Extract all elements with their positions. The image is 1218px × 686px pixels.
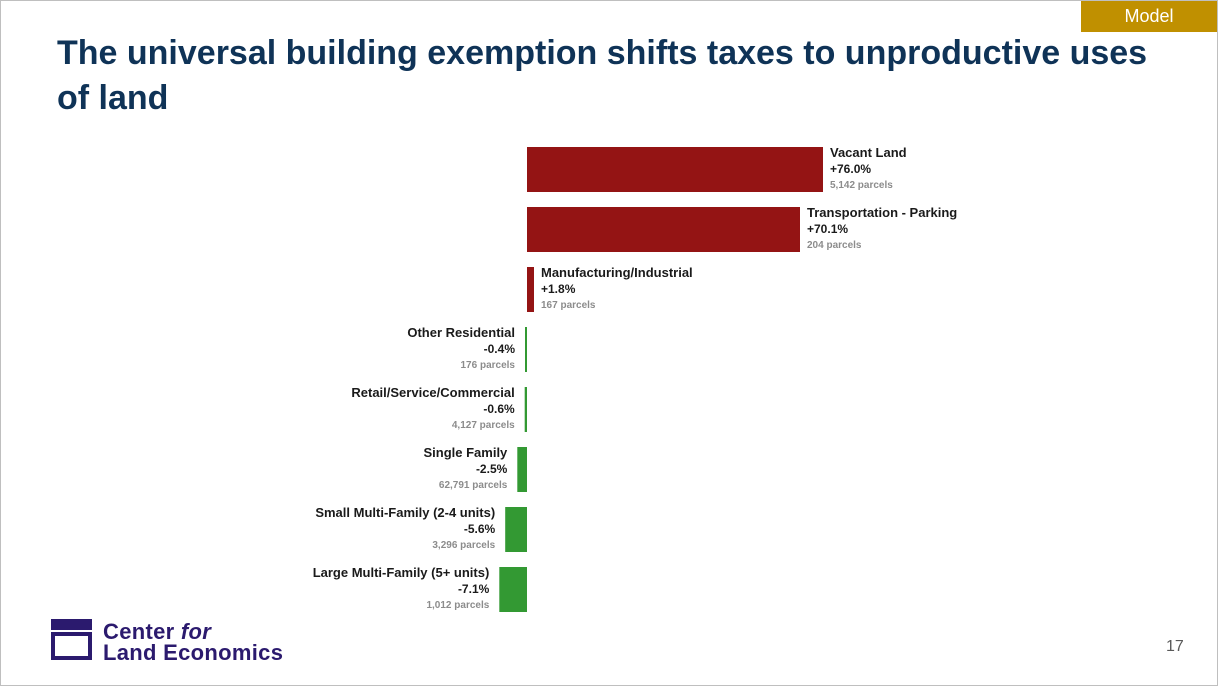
bar-5 <box>517 447 527 492</box>
category-label: Retail/Service/Commercial <box>351 385 514 400</box>
parcel-count-label: 176 parcels <box>461 360 516 371</box>
logo-mark-icon <box>51 619 92 660</box>
center-for-land-economics-logo: Center for Land Economics <box>50 618 310 668</box>
logo-line1: Center <box>103 619 181 644</box>
category-label: Other Residential <box>407 325 515 340</box>
value-label: +70.1% <box>807 222 848 236</box>
logo-text: Center for Land Economics <box>103 619 284 665</box>
category-label: Large Multi-Family (5+ units) <box>313 565 490 580</box>
logo-line1-italic: for <box>180 619 212 644</box>
value-label: -0.6% <box>483 402 515 416</box>
bar-1 <box>527 207 800 252</box>
parcel-count-label: 62,791 parcels <box>439 480 508 491</box>
category-label: Transportation - Parking <box>807 205 957 220</box>
category-label: Small Multi-Family (2-4 units) <box>315 505 495 520</box>
page-number: 17 <box>1166 638 1184 655</box>
category-label: Vacant Land <box>830 145 907 160</box>
parcel-count-label: 204 parcels <box>807 240 862 251</box>
category-label: Manufacturing/Industrial <box>541 265 693 280</box>
logo-line2: Land Economics <box>103 640 284 665</box>
slide-title: The universal building exemption shifts … <box>57 34 1148 117</box>
value-label: -2.5% <box>476 462 508 476</box>
value-label: -7.1% <box>458 582 490 596</box>
model-badge: Model <box>1081 1 1217 32</box>
parcel-count-label: 167 parcels <box>541 300 596 311</box>
category-label: Single Family <box>423 445 508 460</box>
bar-6 <box>505 507 527 552</box>
value-label: -5.6% <box>464 522 496 536</box>
bar-0 <box>527 147 823 192</box>
bar-2 <box>527 267 534 312</box>
parcel-count-label: 4,127 parcels <box>452 420 515 431</box>
parcel-count-label: 5,142 parcels <box>830 180 893 191</box>
value-label: +76.0% <box>830 162 871 176</box>
bar-7 <box>499 567 527 612</box>
bar-3 <box>525 327 527 372</box>
bar-4 <box>524 387 527 432</box>
value-label: +1.8% <box>541 282 576 296</box>
parcel-count-label: 1,012 parcels <box>426 600 489 611</box>
parcel-count-label: 3,296 parcels <box>432 540 495 551</box>
value-label: -0.4% <box>484 342 516 356</box>
